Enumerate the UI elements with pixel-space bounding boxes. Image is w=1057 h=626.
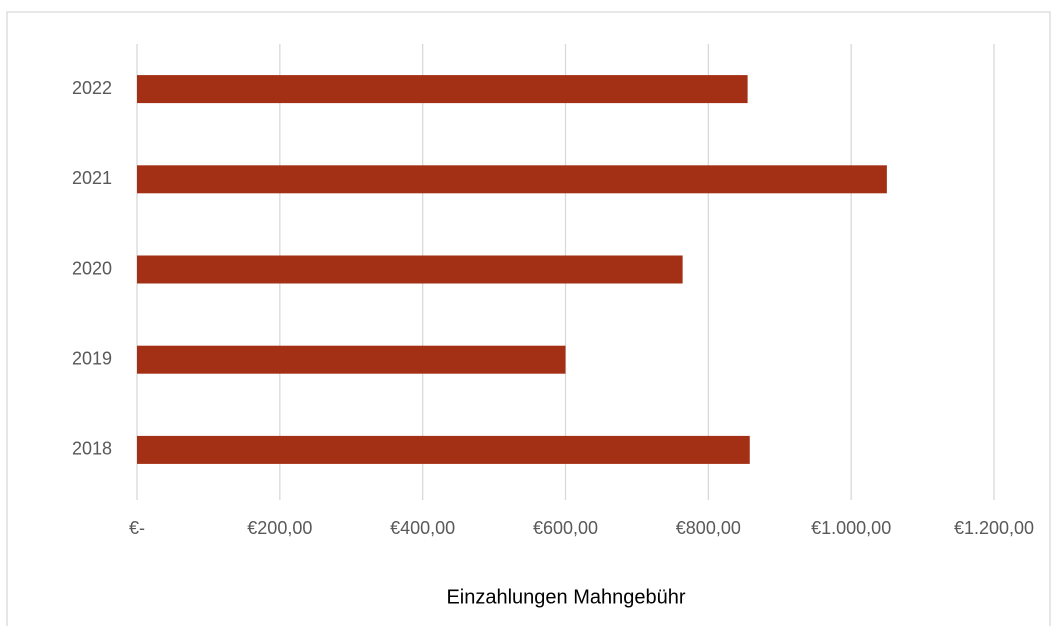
chart-frame: [6, 11, 1051, 626]
y-tick-label: 2021: [72, 168, 112, 188]
x-tick-label: €200,00: [247, 518, 312, 538]
x-tick-label: €400,00: [390, 518, 455, 538]
x-tick-label: €-: [129, 518, 145, 538]
x-tick-label: €600,00: [533, 518, 598, 538]
x-tick-label: €800,00: [676, 518, 741, 538]
bar: [137, 75, 748, 104]
y-tick-label: 2022: [72, 78, 112, 98]
y-tick-label: 2018: [72, 439, 112, 459]
x-tick-label: €1.000,00: [811, 518, 891, 538]
bar: [137, 345, 566, 374]
bar: [137, 165, 887, 194]
x-tick-label: €1.200,00: [954, 518, 1034, 538]
y-tick-label: 2019: [72, 348, 112, 368]
x-axis-title: Einzahlungen Mahngebühr: [446, 586, 685, 608]
bar: [137, 435, 750, 464]
y-tick-label: 2020: [72, 258, 112, 278]
bar: [137, 255, 683, 284]
